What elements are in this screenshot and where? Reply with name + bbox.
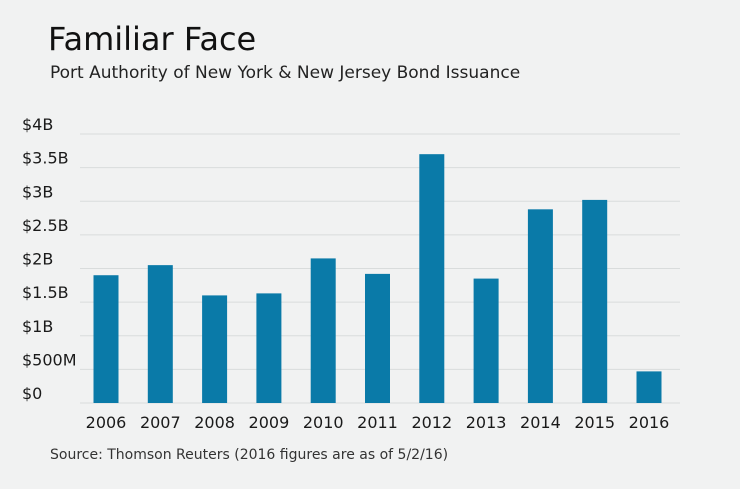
bar-2007 [147,265,173,403]
y-tick-label: $2B [22,250,53,269]
bars [93,154,662,403]
y-tick-label: $1.5B [22,283,69,302]
y-tick-label: $2.5B [22,216,69,235]
bar-2014 [527,209,553,403]
x-tick-label: 2015 [574,413,615,432]
y-tick-label: $3.5B [22,149,69,168]
x-tick-label: 2009 [249,413,290,432]
y-tick-label: $500M [22,350,77,369]
x-tick-label: 2014 [520,413,561,432]
y-tick-label: $1B [22,317,53,336]
bar-2011 [365,273,390,403]
bar-2006 [93,275,119,403]
x-axis-tick-labels: 2006 2007 2008 2009 2010 2011 2012 2013 2014 2015… [86,413,670,432]
y-tick-label: $3B [22,182,53,201]
source-note: Source: Thomson Reuters (2016 figures ar… [50,447,449,463]
bar-2010 [310,258,336,403]
x-tick-label: 2007 [140,413,181,432]
x-tick-label: 2016 [629,413,670,432]
chart-title: Familiar Face [48,20,257,58]
bar-2008 [202,295,228,403]
y-tick-label: $0 [22,384,42,403]
x-tick-label: 2012 [411,413,452,432]
x-tick-label: 2011 [357,413,398,432]
bar-2016 [636,371,662,403]
bar-2009 [256,293,282,403]
bar-2012 [419,154,445,403]
x-tick-label: 2006 [86,413,127,432]
bar-2015 [582,199,608,403]
x-tick-label: 2010 [303,413,344,432]
y-axis-tick-labels: $0 $500M $1B $1.5B $2B $2.5B $3B $3.5B $4B [22,115,77,403]
bar-2013 [473,278,499,403]
y-tick-label: $4B [22,115,53,134]
x-tick-label: 2008 [194,413,235,432]
chart-subtitle: Port Authority of New York & New Jersey … [50,63,521,83]
x-tick-label: 2013 [466,413,507,432]
